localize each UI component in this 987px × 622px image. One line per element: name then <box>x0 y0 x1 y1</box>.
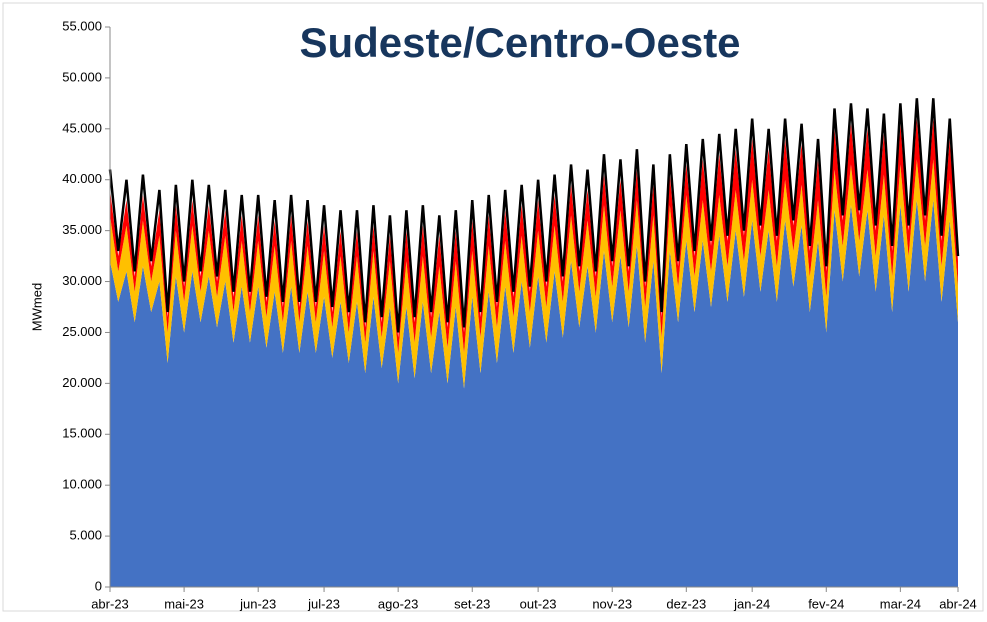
y-tick-label: 30.000 <box>62 273 102 288</box>
y-tick-label: 20.000 <box>62 375 102 390</box>
x-tick-label: dez-23 <box>666 596 706 611</box>
x-tick-label: jun-23 <box>239 596 276 611</box>
y-tick-label: 5.000 <box>69 528 102 543</box>
y-tick-label: 50.000 <box>62 69 102 84</box>
total-line <box>108 98 960 333</box>
y-tick-label: 25.000 <box>62 324 102 339</box>
x-tick-label: jan-24 <box>733 596 770 611</box>
x-tick-label: ago-23 <box>378 596 418 611</box>
x-tick-label: abr-23 <box>91 596 129 611</box>
stacked-area <box>110 200 958 587</box>
y-tick-label: 35.000 <box>62 222 102 237</box>
y-tick-label: 40.000 <box>62 171 102 186</box>
chart-title: Sudeste/Centro-Oeste <box>299 19 740 66</box>
x-tick-label: fev-24 <box>808 596 844 611</box>
x-tick-label: out-23 <box>520 596 557 611</box>
x-tick-label: mar-24 <box>880 596 921 611</box>
y-tick-label: 10.000 <box>62 477 102 492</box>
y-tick-label: 45.000 <box>62 120 102 135</box>
x-tick-label: set-23 <box>454 596 490 611</box>
y-tick-label: 0 <box>95 578 102 593</box>
y-tick-label: 55.000 <box>62 18 102 33</box>
x-tick-label: mai-23 <box>164 596 204 611</box>
y-axis-label: MWmed <box>29 283 44 331</box>
x-tick-label: abr-24 <box>939 596 977 611</box>
stacked-area <box>110 159 958 389</box>
x-tick-label: nov-23 <box>592 596 632 611</box>
plot-area <box>108 98 960 587</box>
x-tick-label: jul-23 <box>307 596 340 611</box>
y-tick-label: 15.000 <box>62 426 102 441</box>
